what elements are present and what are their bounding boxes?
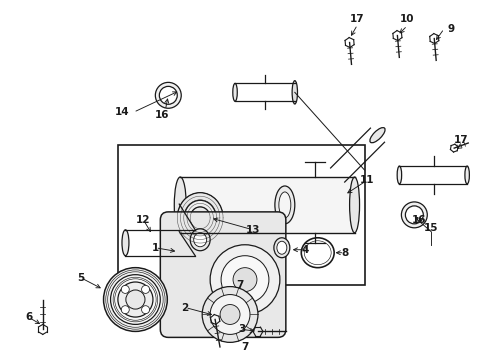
Circle shape [155,82,181,108]
Bar [119,145,365,285]
Ellipse shape [233,84,237,101]
Ellipse shape [279,192,291,218]
Circle shape [220,305,240,324]
Text: 7: 7 [241,342,249,352]
Text: 12: 12 [136,215,150,225]
Circle shape [210,245,280,315]
Text: 2: 2 [182,302,189,312]
Circle shape [142,306,149,314]
Ellipse shape [184,200,216,235]
Text: 7: 7 [236,280,244,289]
Text: 3: 3 [239,324,245,334]
Ellipse shape [190,229,210,251]
Ellipse shape [177,193,223,243]
Ellipse shape [349,177,360,233]
Circle shape [202,287,258,342]
Text: 16: 16 [155,110,170,120]
Ellipse shape [465,166,469,184]
Circle shape [401,202,427,228]
Circle shape [159,86,177,104]
Ellipse shape [174,177,186,233]
Ellipse shape [122,230,129,256]
Ellipse shape [192,230,198,256]
Ellipse shape [370,127,385,143]
Circle shape [122,285,129,293]
Circle shape [122,306,129,314]
Ellipse shape [292,81,297,104]
Bar [180,177,355,233]
Ellipse shape [275,186,295,224]
Ellipse shape [274,238,290,258]
Circle shape [233,268,257,292]
Circle shape [126,290,145,309]
Circle shape [118,282,153,317]
Ellipse shape [194,233,207,247]
Text: 8: 8 [341,248,348,258]
Text: 1: 1 [152,243,159,253]
Text: 4: 4 [301,245,309,255]
Text: 15: 15 [424,223,439,233]
Circle shape [111,275,160,324]
Ellipse shape [277,241,287,254]
FancyBboxPatch shape [160,212,286,337]
Text: 14: 14 [115,107,130,117]
Circle shape [405,206,423,224]
Text: 6: 6 [25,312,32,323]
Ellipse shape [190,207,210,229]
Text: 17: 17 [454,135,468,145]
Text: 10: 10 [400,14,415,24]
Circle shape [142,285,149,293]
Text: 16: 16 [412,215,427,225]
Circle shape [103,268,167,332]
Circle shape [221,256,269,303]
Ellipse shape [397,166,402,184]
Circle shape [210,294,250,334]
Text: 11: 11 [360,175,375,185]
Text: 13: 13 [245,225,260,235]
Text: 5: 5 [77,273,84,283]
Text: 17: 17 [350,14,365,24]
Text: 9: 9 [447,24,454,33]
